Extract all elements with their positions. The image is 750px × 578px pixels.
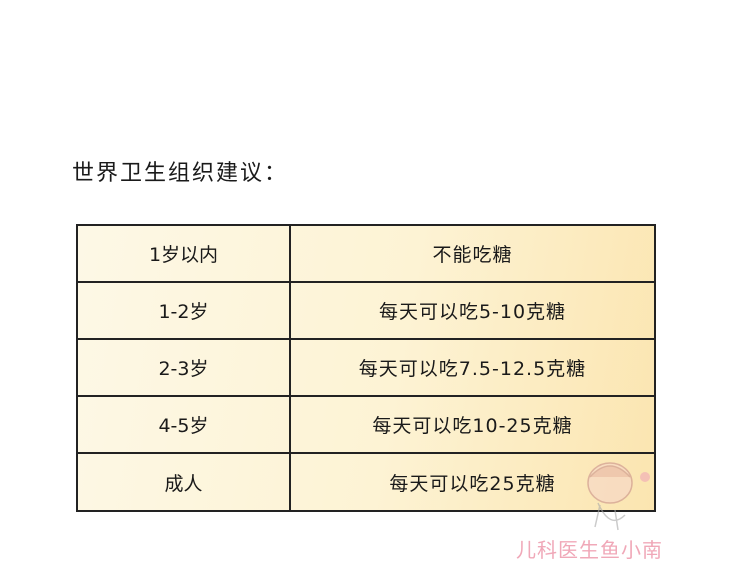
mascot-watermark-icon [587, 462, 650, 531]
page-title: 世界卫生组织建议： [72, 161, 289, 186]
age-cell: 4-5岁 [78, 397, 291, 452]
table-row: 1-2岁 每天可以吃5-10克糖 [78, 283, 654, 340]
advice-cell: 每天可以吃10-25克糖 [372, 415, 573, 437]
advice-cell: 每天可以吃7.5-12.5克糖 [358, 358, 587, 380]
table-row: 成人 每天可以吃25克糖 [78, 454, 654, 510]
age-cell: 1岁以内 [78, 226, 291, 281]
sugar-recommendation-table: 1岁以内 不能吃糖 1-2岁 每天可以吃5-10克糖 2-3岁 每天可以吃7.5… [76, 224, 656, 512]
watermark: 儿科医生鱼小南 [516, 538, 663, 562]
age-cell: 成人 [78, 454, 291, 510]
advice-cell: 每天可以吃5-10克糖 [378, 301, 567, 323]
advice-cell: 每天可以吃25克糖 [389, 472, 556, 495]
advice-cell: 不能吃糖 [432, 244, 513, 266]
age-cell: 2-3岁 [78, 340, 291, 395]
table-row: 2-3岁 每天可以吃7.5-12.5克糖 [78, 340, 654, 397]
age-cell: 1-2岁 [78, 283, 291, 338]
table-row: 1岁以内 不能吃糖 [78, 226, 654, 283]
table-row: 4-5岁 每天可以吃10-25克糖 [78, 397, 654, 454]
